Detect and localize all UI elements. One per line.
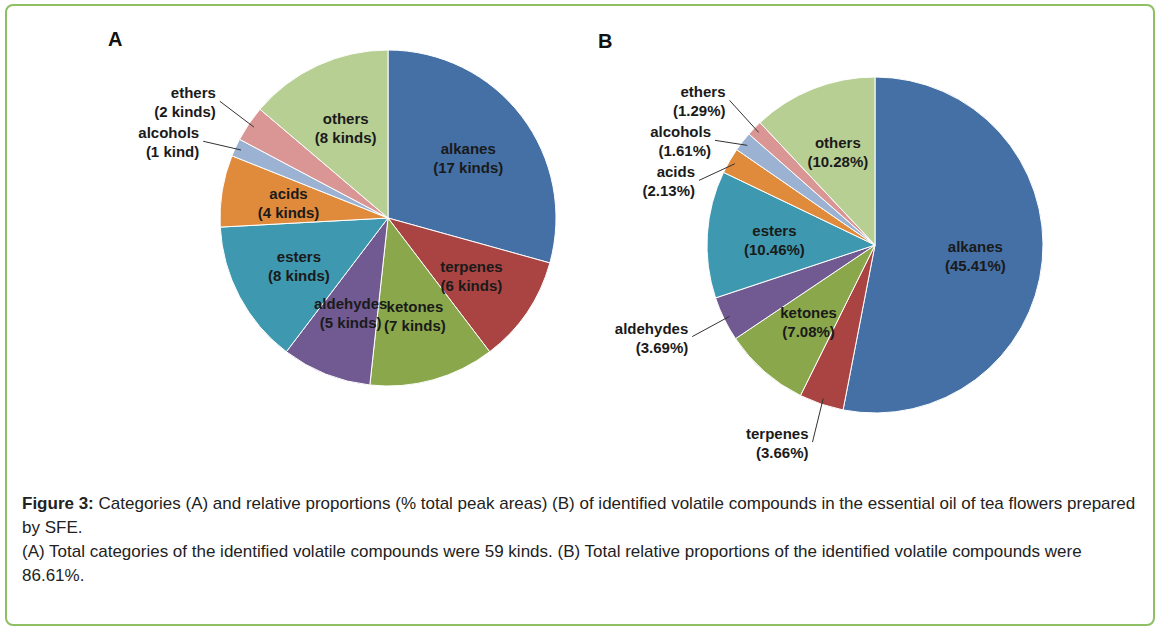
svg-text:(45.41%): (45.41%): [945, 257, 1006, 274]
svg-text:(1.61%): (1.61%): [658, 142, 711, 159]
svg-text:terpenes: terpenes: [746, 425, 809, 442]
svg-text:(5 kinds): (5 kinds): [320, 314, 382, 331]
html-text:A: A: [108, 28, 123, 50]
svg-text:terpenes: terpenes: [440, 258, 503, 275]
svg-text:esters: esters: [752, 222, 796, 239]
svg-text:alcohols: alcohols: [138, 124, 199, 141]
svg-text:(7 kinds): (7 kinds): [384, 317, 446, 334]
html-text:B: B: [598, 30, 613, 52]
svg-text:(3.66%): (3.66%): [756, 444, 809, 461]
svg-text:(17 kinds): (17 kinds): [433, 159, 503, 176]
svg-text:(3.69%): (3.69%): [636, 339, 689, 356]
svg-text:acids: acids: [657, 163, 695, 180]
svg-text:(8 kinds): (8 kinds): [315, 129, 377, 146]
html-text:(A) Total categories of the id: (A) Total categories of the identified v…: [22, 542, 1082, 585]
svg-text:aldehydes: aldehydes: [615, 320, 688, 337]
svg-text:aldehydes: aldehydes: [314, 295, 387, 312]
svg-text:ethers: ethers: [680, 83, 725, 100]
svg-text:alkanes: alkanes: [441, 140, 496, 157]
svg-text:(2.13%): (2.13%): [643, 182, 696, 199]
svg-text:(8 kinds): (8 kinds): [268, 267, 330, 284]
svg-text:(1.29%): (1.29%): [673, 102, 726, 119]
svg-text:(10.46%): (10.46%): [744, 241, 805, 258]
svg-text:(6 kinds): (6 kinds): [441, 277, 503, 294]
svg-text:ketones: ketones: [387, 298, 444, 315]
svg-text:acids: acids: [269, 185, 307, 202]
svg-text:(4 kinds): (4 kinds): [258, 204, 320, 221]
svg-text:(10.28%): (10.28%): [807, 153, 868, 170]
svg-text:alcohols: alcohols: [650, 123, 711, 140]
html-text:Figure 3: Categories (A) and r: Figure 3: Categories (A) and relative pr…: [22, 494, 1136, 537]
svg-text:esters: esters: [277, 248, 321, 265]
svg-text:alkanes: alkanes: [948, 238, 1003, 255]
svg-text:(7.08%): (7.08%): [782, 323, 835, 340]
svg-text:ethers: ethers: [171, 84, 216, 101]
svg-text:others: others: [323, 110, 369, 127]
svg-text:ketones: ketones: [780, 304, 837, 321]
svg-text:others: others: [815, 134, 861, 151]
svg-text:(1 kind): (1 kind): [146, 143, 199, 160]
svg-text:(2 kinds): (2 kinds): [154, 103, 216, 120]
